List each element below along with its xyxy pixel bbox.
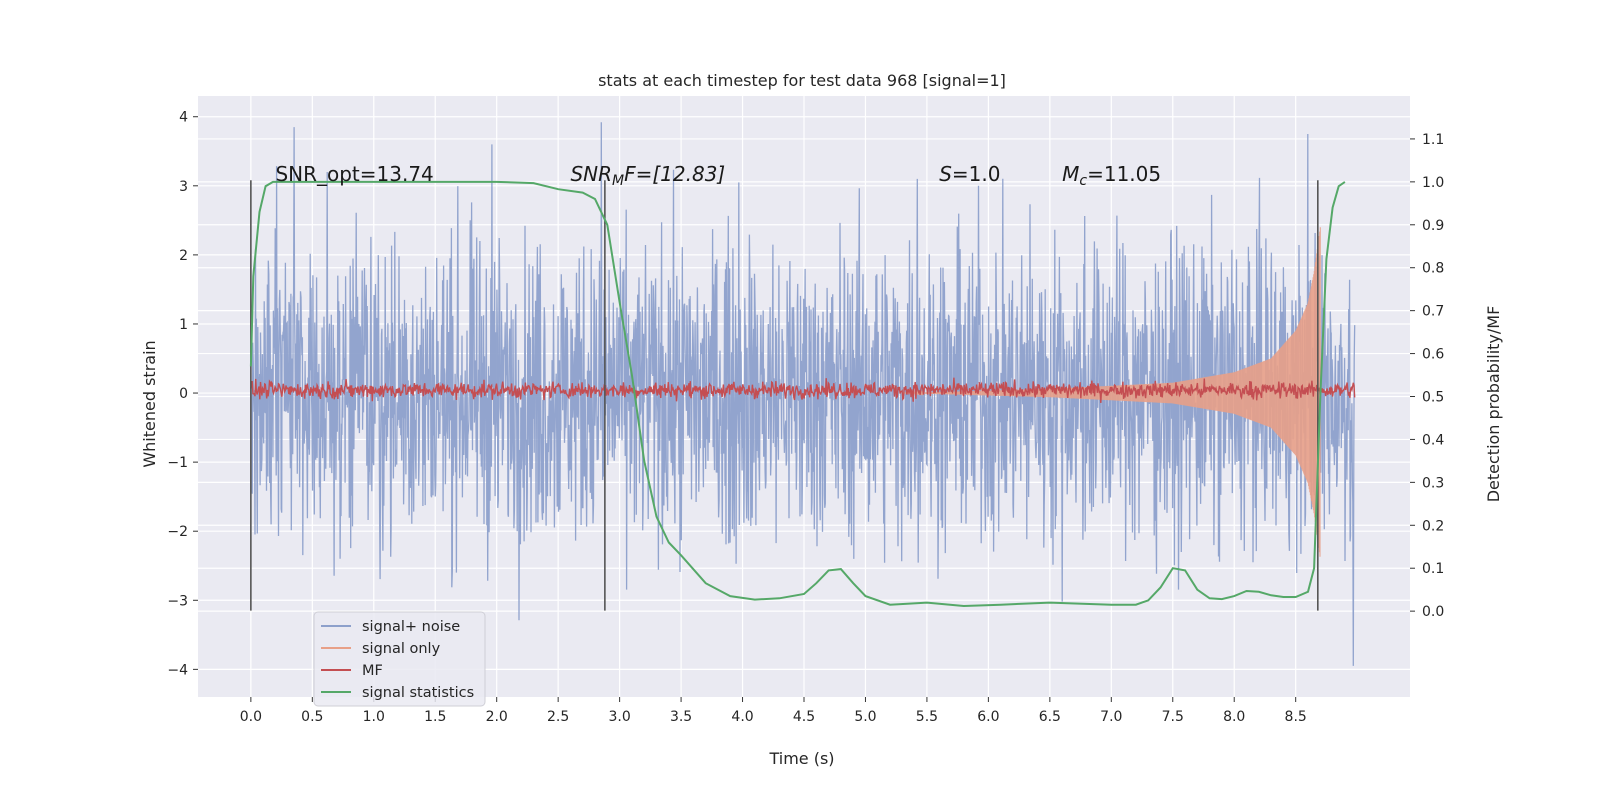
x-tick-label-8: 4.0 [731,709,753,725]
annotation-snr-mf-main: SNR [570,162,612,186]
y2-tick-label-8: 0.8 [1422,261,1444,277]
y2-tick-label-2: 0.2 [1422,518,1444,534]
legend-label-signal-noise: signal+ noise [362,619,460,635]
y-tick-labels: −4 −3 −2 −1 0 1 2 3 4 [167,110,198,678]
x-tick-label-15: 7.5 [1162,709,1184,725]
x-tick-label-9: 4.5 [793,709,815,725]
x-tick-label-0: 0.0 [240,709,262,725]
legend-label-mf: MF [362,663,383,679]
x-tick-label-3: 1.5 [424,709,446,725]
series-mf [250,377,1356,403]
x-tick-label-14: 7.0 [1100,709,1122,725]
y2-tick-label-1: 0.1 [1422,561,1444,577]
signal-noise-line [250,122,1356,666]
legend: signal+ noise signal only MF signal stat… [313,611,486,707]
annotations: SNR_opt=13.74 SNRMF=[12.83] S=1.0 Mc=11.… [275,162,1161,189]
x-tick-labels: 0.0 0.5 1.0 1.5 2.0 2.5 3.0 3.5 4.0 4.5 5.0 5.5 6.0 6… [240,697,1307,725]
x-tick-label-7: 3.5 [670,709,692,725]
x-tick-label-17: 8.5 [1285,709,1307,725]
annotation-s: S=1.0 [939,162,1000,186]
y-tick-label-4: 0 [179,386,188,402]
x-axis-label: Time (s) [768,749,834,768]
legend-label-signal-statistics: signal statistics [362,685,474,701]
y2-axis-label: Detection probability/MF [1484,306,1503,503]
series-signal-only [902,227,1321,557]
chart-title: stats at each timestep for test data 968… [598,71,1006,90]
y2-tick-label-11: 1.1 [1422,132,1444,148]
annotation-mc-value: =11.05 [1087,162,1161,186]
annotation-mc-sub: c [1079,173,1087,189]
annotation-snr-mf: SNRMF=[12.83] [570,162,725,189]
y-tick-label-1: −3 [167,593,188,609]
x-tick-label-1: 0.5 [301,709,323,725]
x-tick-label-10: 5.0 [854,709,876,725]
x-tick-label-13: 6.5 [1039,709,1061,725]
y2-tick-label-10: 1.0 [1422,175,1444,191]
annotation-snr-mf-sub: M [612,173,624,189]
y-tick-label-5: 1 [179,317,188,333]
y-tick-label-3: −1 [167,455,188,471]
annotation-snr-mf-rest: F=[12.83] [624,162,725,186]
annotation-s-symbol: S [939,162,952,186]
y2-tick-label-6: 0.6 [1422,347,1444,363]
x-tick-label-11: 5.5 [916,709,938,725]
y-tick-label-0: −4 [167,662,188,678]
annotation-s-value: =1.0 [952,162,1001,186]
signal-statistics-line [249,180,1346,608]
y-tick-label-2: −2 [167,524,188,540]
vlines [250,180,1319,611]
series-signal-noise [250,122,1356,666]
annotation-mc-symbol: M [1062,162,1079,186]
y2-tick-label-7: 0.7 [1422,304,1444,320]
mf-line [250,377,1356,403]
y2-tick-label-0: 0.0 [1422,604,1444,620]
y2-tick-label-3: 0.3 [1422,475,1444,491]
y2-tick-label-5: 0.5 [1422,390,1444,406]
series-signal-statistics [249,180,1346,608]
x-tick-label-2: 1.0 [363,709,385,725]
x-tick-label-5: 2.5 [547,709,569,725]
y2-tick-label-4: 0.4 [1422,432,1444,448]
legend-label-signal-only: signal only [362,641,441,657]
x-tick-label-16: 8.0 [1223,709,1245,725]
y2-tick-labels: 0.0 0.1 0.2 0.3 0.4 0.5 0.6 0.7 0.8 0.9 1.0 1.1 [1410,132,1444,620]
y-tick-label-8: 4 [179,110,188,126]
legend-box [313,611,486,707]
x-tick-label-6: 3.0 [608,709,630,725]
x-tick-label-12: 6.0 [977,709,999,725]
y-tick-label-6: 2 [179,248,188,264]
annotation-snr-opt: SNR_opt=13.74 [275,162,433,186]
y-axis-label: Whitened strain [140,340,159,467]
y2-tick-label-9: 0.9 [1422,218,1444,234]
annotation-mc: Mc=11.05 [1062,162,1161,189]
x-tick-label-4: 2.0 [486,709,508,725]
signal-only-line [902,227,1321,557]
y-tick-label-7: 3 [179,179,188,195]
